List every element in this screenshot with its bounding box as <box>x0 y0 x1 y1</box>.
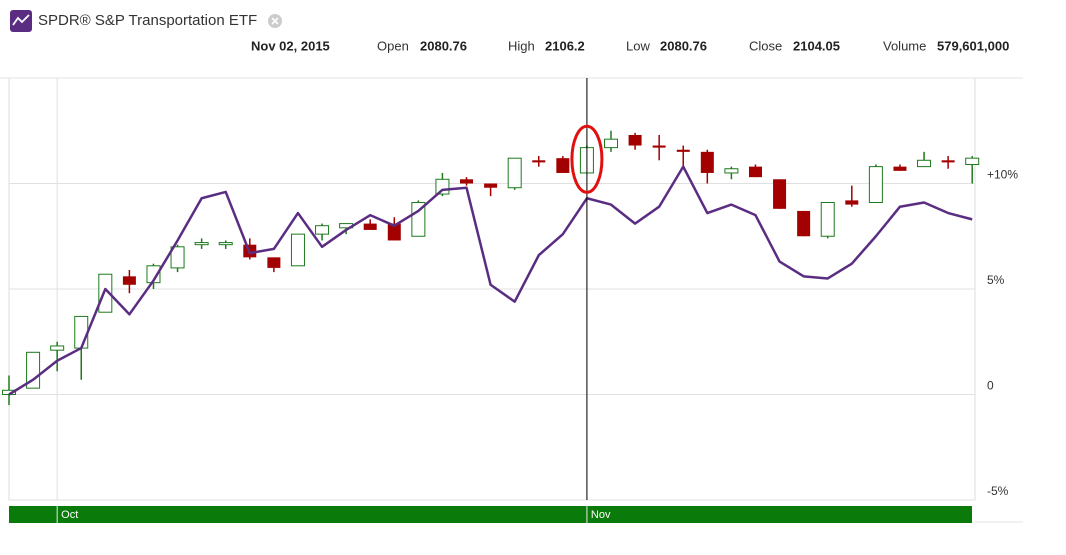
candle-body <box>290 233 305 267</box>
candle-body <box>267 257 281 268</box>
candle-body <box>170 246 185 269</box>
info-value: 2080.76 <box>420 38 467 53</box>
info-label: High <box>508 38 535 53</box>
comparison-line <box>8 165 973 396</box>
date: Nov 02, 2015 <box>251 38 330 53</box>
candle-body <box>820 201 835 237</box>
app-icon-glyph <box>12 14 30 26</box>
candle-body <box>724 168 739 174</box>
info-label: Low <box>626 38 650 53</box>
candle-body <box>435 178 450 195</box>
info-value: 579,601,000 <box>937 38 1009 53</box>
candle-body <box>700 151 714 173</box>
title: SPDR® S&P Transportation ETF <box>38 12 257 29</box>
candle-body <box>411 201 426 237</box>
candle-body <box>74 315 89 349</box>
candle-body <box>676 149 690 152</box>
candle-body <box>218 242 233 246</box>
candle-body <box>507 157 522 189</box>
info-value: 2104.05 <box>793 38 840 53</box>
candle-body <box>628 134 642 146</box>
candle-body <box>965 157 980 166</box>
candle-body <box>50 345 65 351</box>
candle-body <box>194 242 209 246</box>
candle-body <box>122 276 136 285</box>
info-label: Open <box>377 38 409 53</box>
x-tick-label: Oct <box>61 509 78 521</box>
y-tick-label: 0 <box>987 379 994 393</box>
candle-body <box>387 223 401 241</box>
candle-body <box>98 273 113 313</box>
time-axis-bar <box>9 506 972 523</box>
info-value: 2080.76 <box>660 38 707 53</box>
info-label: Volume <box>883 38 926 53</box>
candle-body <box>941 160 955 163</box>
info-value: 2106.2 <box>545 38 585 53</box>
candle-body <box>315 225 330 235</box>
y-tick-label: -5% <box>987 484 1009 498</box>
candle-body <box>893 166 907 171</box>
candle-body <box>556 158 570 173</box>
candle-body <box>460 179 474 184</box>
candle-body <box>797 210 811 237</box>
candle-body <box>652 145 666 148</box>
candle-body <box>604 138 618 149</box>
candle-body <box>363 223 377 230</box>
x-tick-label: Nov <box>591 509 611 521</box>
candle-body <box>868 166 883 203</box>
candle-body <box>773 179 787 209</box>
candle-body <box>748 166 762 178</box>
info-label: Close <box>749 38 782 53</box>
candle-body <box>845 200 859 205</box>
candle-body <box>917 159 932 168</box>
close-glyph <box>271 17 279 25</box>
y-tick-label: 5% <box>987 273 1005 287</box>
candle-body <box>26 351 41 389</box>
highlight-circle <box>570 124 604 194</box>
candle-body <box>484 183 498 188</box>
y-tick-label: +10% <box>987 168 1018 182</box>
candle-body <box>532 160 546 163</box>
